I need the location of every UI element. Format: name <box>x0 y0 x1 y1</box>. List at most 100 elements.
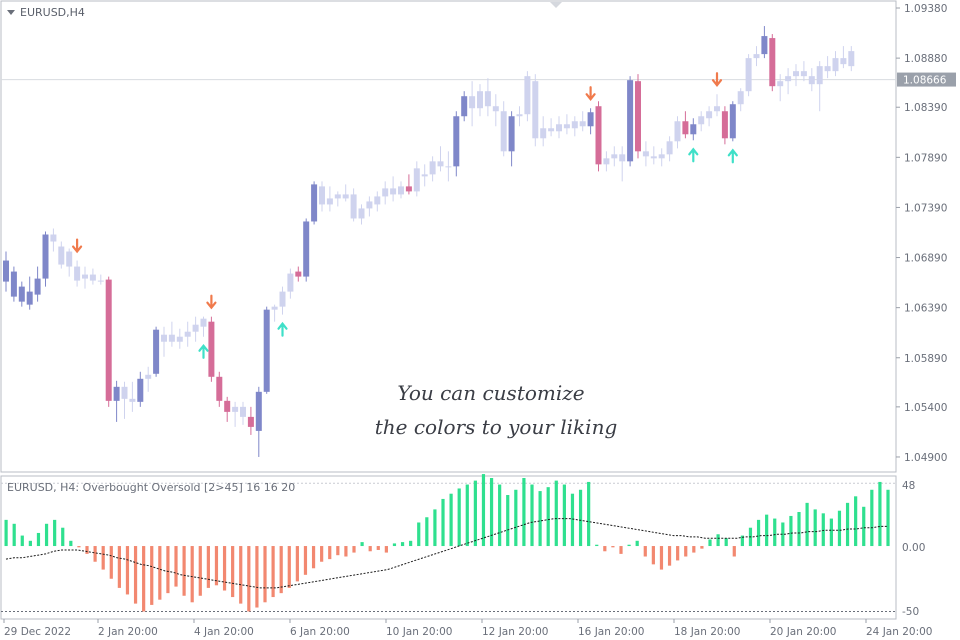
buy-signal-arrow-icon <box>727 148 738 164</box>
candle-body <box>192 324 199 332</box>
histogram-bar <box>627 544 631 547</box>
x-tick-label: 10 Jan 20:00 <box>386 626 452 638</box>
candle-body <box>279 291 286 307</box>
candle-body <box>642 151 649 157</box>
sell-signal-arrow-icon <box>711 72 723 87</box>
candle-body <box>611 154 618 159</box>
candle-body <box>287 273 294 292</box>
candle-body <box>82 274 88 279</box>
histogram-bar <box>773 518 777 547</box>
price-y-tick-label: 1.05400 <box>904 402 947 414</box>
histogram-bar <box>756 519 761 547</box>
histogram-bar <box>392 543 397 547</box>
histogram-bar <box>611 546 615 548</box>
candle-body <box>824 66 831 72</box>
histogram-bar <box>109 546 113 579</box>
histogram-bar <box>376 546 380 550</box>
histogram-bar <box>740 535 744 547</box>
candle-body <box>595 106 602 165</box>
chart-shift-marker[interactable] <box>550 2 562 8</box>
x-tick-label: 4 Jan 20:00 <box>194 626 254 638</box>
candle-body <box>674 121 681 142</box>
histogram-bar <box>813 509 817 547</box>
price-y-tick-label: 1.07390 <box>904 202 947 214</box>
indicator-y-tick-zero: 0.00 <box>902 542 925 554</box>
buy-signal-arrow-icon <box>198 343 209 359</box>
price-y-tick-label: 1.06390 <box>904 303 947 315</box>
histogram-bar <box>69 540 73 547</box>
candle-body <box>729 104 736 139</box>
candle-body <box>89 274 96 281</box>
candle-body <box>342 194 349 199</box>
candle-body <box>650 156 657 159</box>
candle-body <box>532 81 539 139</box>
candle-body <box>698 116 705 125</box>
candle-body <box>666 141 673 155</box>
x-tick-label: 2 Jan 20:00 <box>98 626 158 638</box>
histogram-bar <box>765 514 769 547</box>
candle-body <box>232 406 239 412</box>
candle-body <box>153 329 160 374</box>
symbol-dropdown-icon[interactable] <box>7 10 15 15</box>
histogram-bar <box>700 546 704 549</box>
candle-body <box>445 166 452 168</box>
histogram-bar <box>400 542 405 547</box>
candle-body <box>137 378 144 402</box>
candle-body <box>777 81 784 87</box>
candle-body <box>240 406 246 417</box>
histogram-bar <box>595 544 599 547</box>
candle-body <box>334 194 341 199</box>
annotation-line-2: the colors to your liking <box>375 415 618 439</box>
candle-body <box>168 334 175 342</box>
candle-body <box>413 168 420 192</box>
candle-body <box>145 374 152 379</box>
histogram-bar <box>498 484 502 547</box>
x-tick-label: 12 Jan 20:00 <box>482 626 548 638</box>
candle-body <box>366 201 373 209</box>
histogram-bar <box>352 546 356 553</box>
histogram-bar <box>158 546 162 600</box>
histogram-bar <box>142 546 146 612</box>
candle-body <box>571 121 578 129</box>
histogram-bar <box>562 484 566 547</box>
histogram-bar <box>845 502 850 547</box>
histogram-bar <box>77 546 81 548</box>
candle-body <box>271 306 278 310</box>
candle-body <box>129 398 136 402</box>
histogram-bar <box>239 546 243 604</box>
histogram-bar <box>643 546 647 557</box>
histogram-bar <box>554 480 558 547</box>
candle-body <box>603 158 610 165</box>
histogram-bar <box>514 489 518 547</box>
candle-body <box>113 386 120 401</box>
histogram-bar <box>247 546 251 612</box>
candle-body <box>208 321 215 377</box>
candle-body <box>682 121 689 135</box>
histogram-bar <box>4 519 8 547</box>
histogram-bar <box>133 546 138 604</box>
histogram-bar <box>886 489 890 547</box>
histogram-bar <box>716 534 720 547</box>
histogram-bar <box>93 546 97 562</box>
buy-signal-arrow-icon <box>688 147 699 163</box>
candle-body <box>808 76 815 85</box>
candle-body <box>469 96 476 109</box>
candle-body <box>10 271 17 297</box>
histogram-bar <box>28 540 32 547</box>
candle-body <box>105 279 112 401</box>
histogram-bar <box>85 546 89 554</box>
histogram-bar <box>465 484 469 547</box>
candle-body <box>753 54 760 59</box>
sell-signal-arrow-icon <box>206 294 217 310</box>
candle-body <box>477 91 483 109</box>
candle-body <box>429 161 436 175</box>
candle-body <box>224 400 231 412</box>
candle-body <box>761 36 768 55</box>
candle-body <box>461 96 468 117</box>
candle-body <box>398 186 404 195</box>
histogram-bar <box>837 510 842 547</box>
candle-body <box>619 154 626 162</box>
candle-body <box>540 128 547 139</box>
histogram-bar <box>36 532 41 547</box>
x-tick-label: 6 Jan 20:00 <box>290 626 350 638</box>
